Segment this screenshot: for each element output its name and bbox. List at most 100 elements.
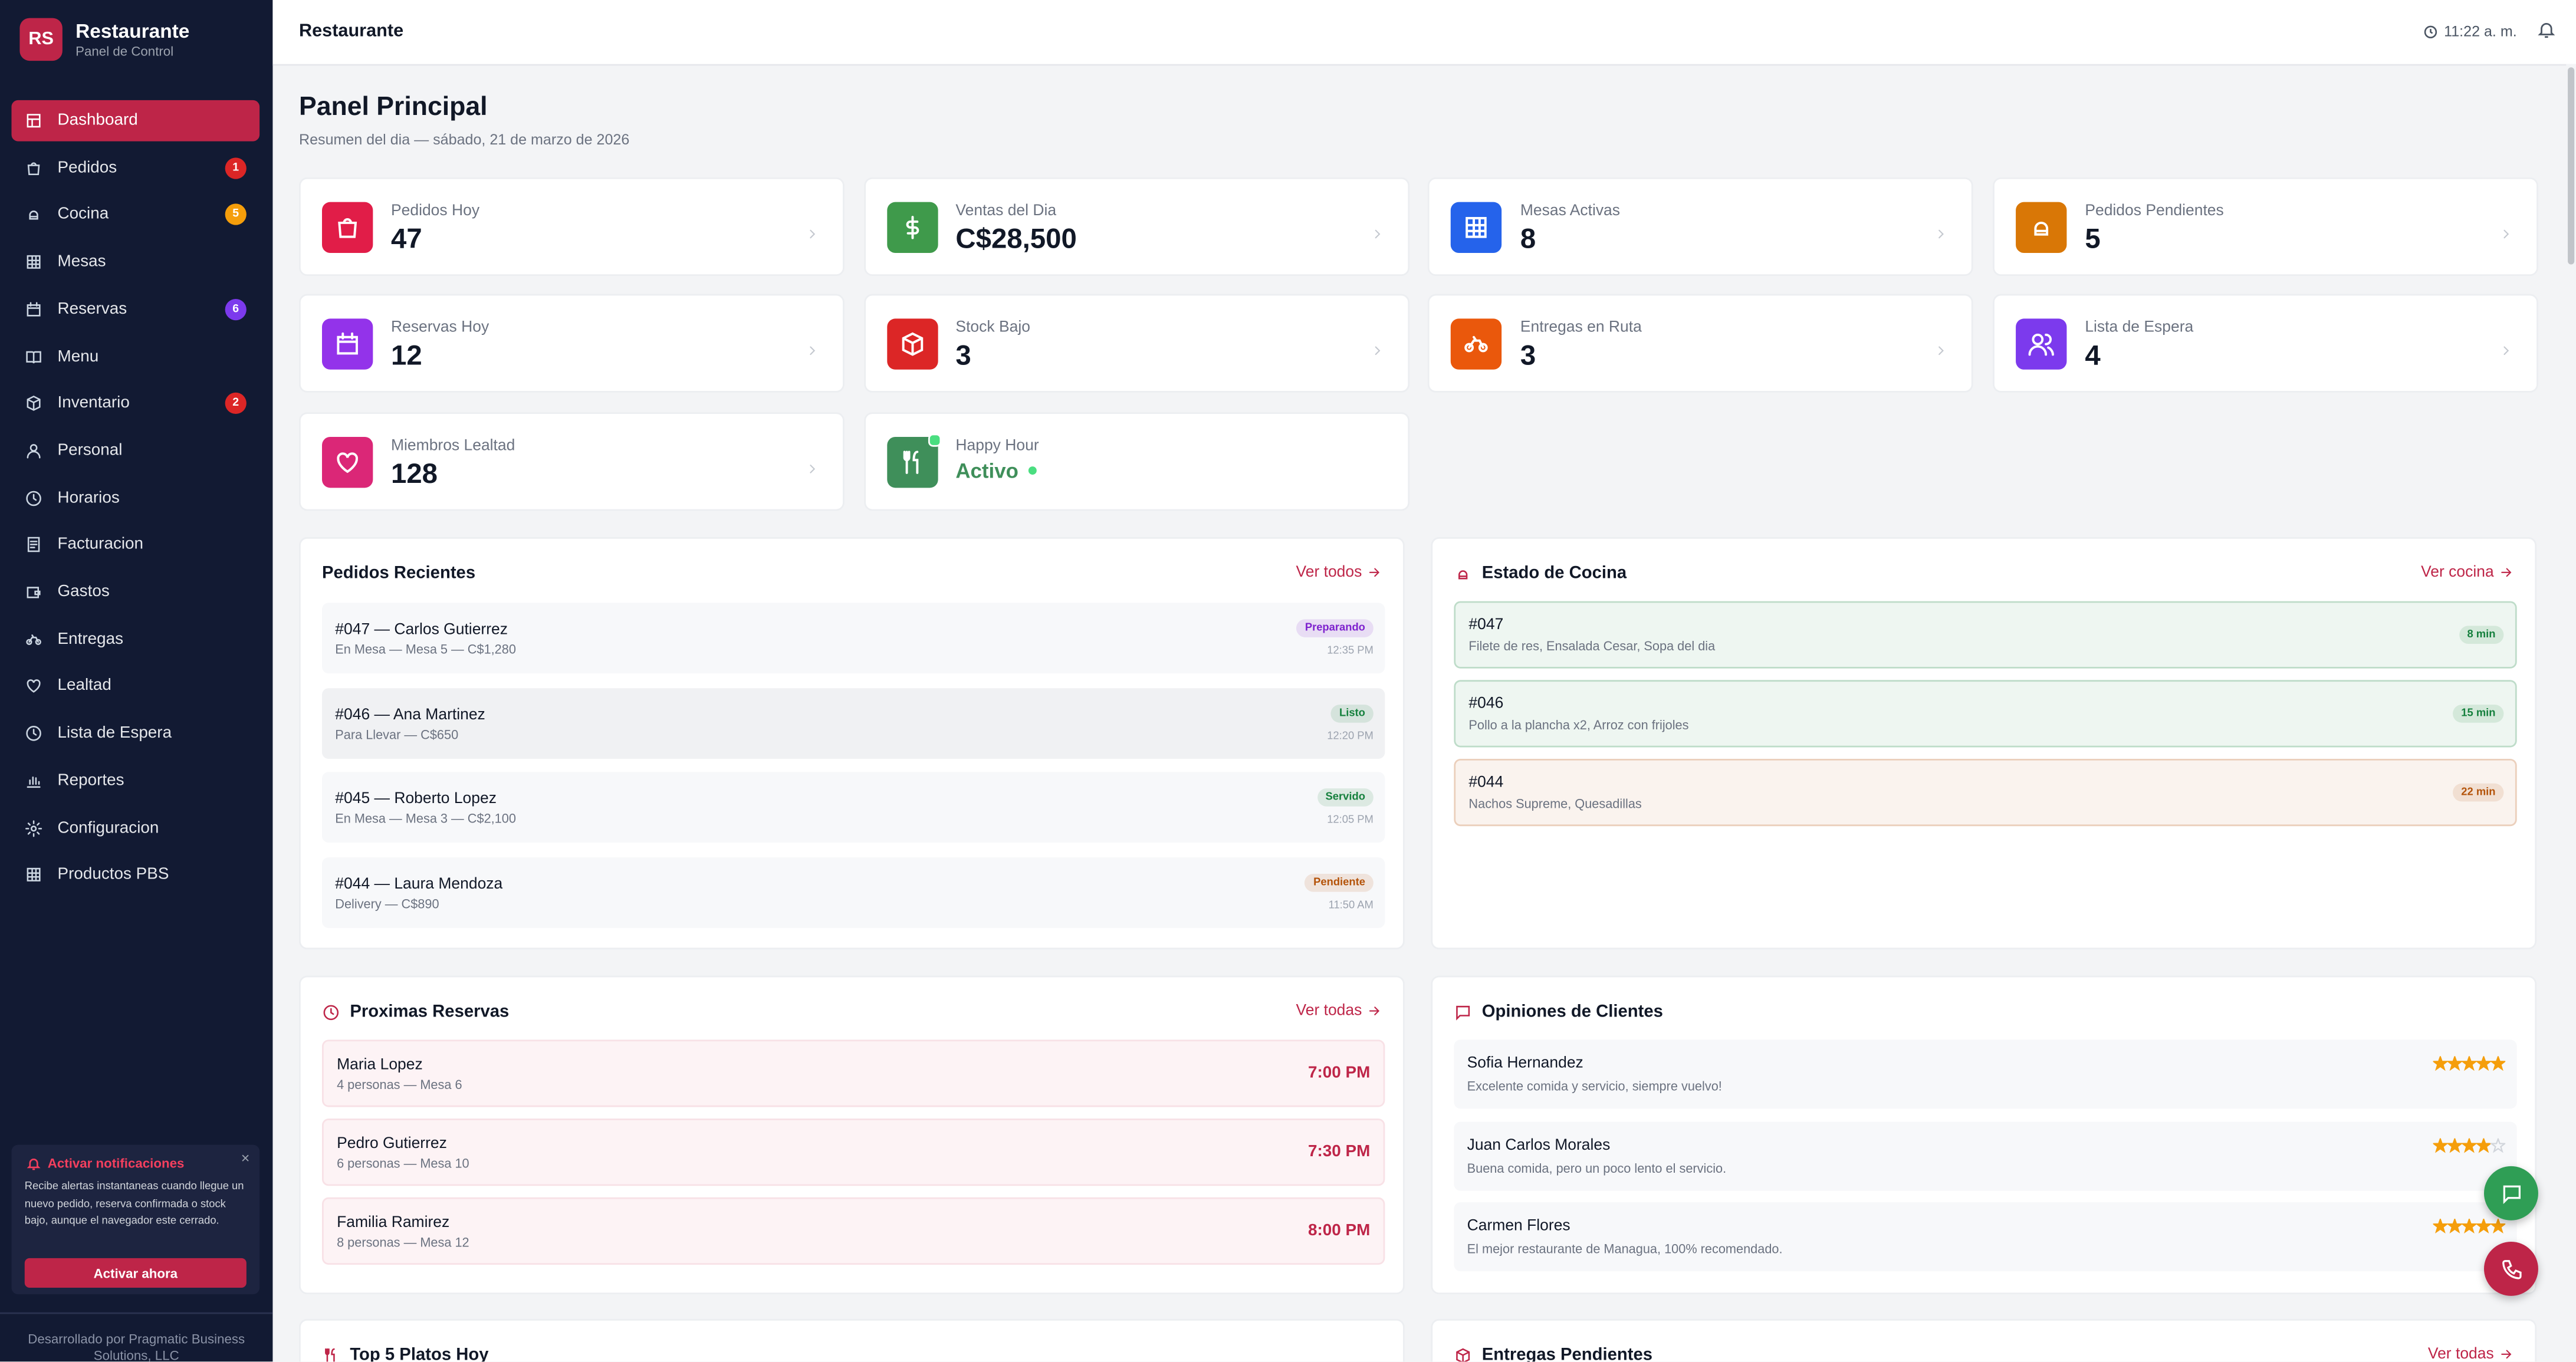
stat-value: 3 [1520, 340, 1536, 372]
order-row[interactable]: #045 — Roberto Lopez En Mesa — Mesa 3 — C… [321, 772, 1385, 843]
stat-value: 12 [390, 340, 422, 372]
stat-card[interactable]: Pedidos Pendientes 5 [1993, 177, 2539, 276]
nav-item[interactable]: Horarios [11, 478, 259, 519]
panel: Proximas Reservas Ver todas Maria Lopez 4 p… [298, 975, 1405, 1295]
nav-label: Productos PBS [57, 866, 169, 884]
close-button[interactable]: × [241, 1149, 250, 1166]
panel-link[interactable]: Ver todos [1296, 563, 1382, 581]
nav-badge: 2 [225, 393, 247, 414]
nav-item[interactable]: Inventario 2 [11, 383, 259, 425]
rating-stars [2433, 1137, 2506, 1153]
nav-item[interactable]: Lealtad [11, 666, 259, 707]
order-row[interactable]: #044 — Laura Mendoza Delivery — C$890 Pend… [321, 856, 1385, 927]
panel-title-text: Opiniones de Clientes [1481, 1002, 1663, 1022]
panel: Pedidos Recientes Ver todos #047 — Carlos … [298, 537, 1405, 950]
call-button[interactable] [2483, 1241, 2538, 1296]
order-time: 12:20 PM [1327, 730, 1374, 742]
nav-item[interactable]: Pedidos 1 [11, 147, 259, 189]
order-title: #045 — Roberto Lopez [335, 789, 497, 808]
stat-card[interactable]: Pedidos Hoy 47 [298, 177, 845, 276]
stat-glyph [337, 452, 358, 473]
nav-item[interactable]: Cocina 5 [11, 195, 259, 236]
order-detail: Delivery — C$890 [335, 896, 439, 911]
kitchen-row[interactable]: #046 Pollo a la plancha x2, Arroz con fri… [1454, 679, 2517, 747]
nav-item[interactable]: Gastos [11, 571, 259, 613]
nav-icon [29, 211, 38, 221]
kitchen-row[interactable]: #044 Nachos Supreme, Quesadillas 22 min [1454, 758, 2517, 826]
stat-label: Mesas Activas [1520, 202, 1621, 221]
stat-icon [886, 319, 938, 370]
nav-item[interactable]: Personal [11, 430, 259, 472]
panel-link[interactable]: Ver todas [1296, 1002, 1382, 1020]
reservation-row[interactable]: Pedro Gutierrez 6 personas — Mesa 10 7:30 … [321, 1118, 1385, 1186]
order-time: 12:05 PM [1327, 814, 1374, 827]
kitchen-time: 15 min [2453, 704, 2504, 723]
star [2460, 1219, 2478, 1234]
panel-title: Top 5 Platos Hoy [322, 1345, 488, 1362]
order-row[interactable]: #047 — Carlos Gutierrez En Mesa — Mesa 5 … [321, 603, 1385, 674]
stat-value: 8 [1520, 223, 1536, 255]
stat-card[interactable]: Stock Bajo 3 [863, 294, 1409, 393]
stat-card[interactable]: Ventas del Dia C$28,500 [863, 177, 1409, 276]
nav-item[interactable]: Configuracion [11, 807, 259, 848]
clock-icon [2423, 25, 2437, 38]
nav-item[interactable]: Productos PBS [11, 854, 259, 896]
stat-value: 5 [2085, 223, 2101, 255]
nav-item[interactable]: Menu [11, 336, 259, 377]
stat-glyph [1465, 336, 1489, 353]
review-text: El mejor restaurante de Managua, 100% re… [1467, 1242, 1783, 1257]
stat-card[interactable]: Miembros Lealtad 128 [298, 412, 845, 511]
chevron-icon [810, 347, 816, 356]
nav-item[interactable]: Entregas [11, 619, 259, 660]
stat-label: Stock Bajo [955, 319, 1030, 337]
reservation-row[interactable]: Maria Lopez 4 personas — Mesa 6 7:00 PM [321, 1039, 1385, 1107]
activate-button[interactable]: Activar ahora [24, 1258, 247, 1288]
panel-link-text: Ver todos [1296, 563, 1362, 582]
panel-icon [325, 1347, 335, 1362]
topbar: Restaurante 11:22 a. m. [272, 0, 2576, 66]
notifications-button[interactable] [2536, 19, 2556, 39]
kitchen-row[interactable]: #047 Filete de res, Ensalada Cesar, Sopa … [1454, 601, 2517, 669]
panel-link[interactable]: Ver todas [2428, 1345, 2513, 1361]
nav-item[interactable]: Dashboard [11, 100, 260, 142]
nav-icon [27, 680, 41, 693]
stat-value: Activo [955, 459, 1037, 482]
nav-item[interactable]: Mesas [11, 242, 259, 283]
reservation-row[interactable]: Familia Ramirez 8 personas — Mesa 12 8:00 … [321, 1196, 1385, 1264]
nav-icon [27, 301, 41, 317]
chat-button[interactable] [2483, 1166, 2538, 1220]
reservation-detail: 8 personas — Mesa 12 [337, 1234, 469, 1249]
stat-glyph [337, 333, 358, 356]
star [2489, 1056, 2506, 1071]
stat-glyph [905, 216, 919, 239]
stat-card[interactable]: Entregas en Ruta 3 [1428, 294, 1974, 393]
nav-icon [27, 255, 41, 269]
star [2475, 1056, 2492, 1071]
scroll-thumb[interactable] [2568, 67, 2575, 265]
reservation-name: Pedro Gutierrez [337, 1134, 447, 1153]
stat-icon [321, 319, 373, 370]
nav-item[interactable]: Reservas 6 [11, 289, 259, 330]
stat-label: Miembros Lealtad [390, 436, 515, 455]
stat-card[interactable]: Reservas Hoy 12 [298, 294, 845, 393]
star [2446, 1219, 2463, 1234]
nav-label: Personal [57, 442, 123, 460]
stat-label: Reservas Hoy [390, 319, 489, 337]
panel-icon [1456, 1347, 1470, 1362]
chevron [1369, 337, 1384, 367]
nav-item[interactable]: Reportes [11, 760, 259, 801]
nav-item[interactable]: Lista de Espera [11, 713, 259, 754]
nav-label: Pedidos [57, 159, 117, 177]
brand-subtitle: Panel de Control [75, 44, 174, 60]
stat-card[interactable]: Happy Hour Activo [863, 412, 1409, 511]
order-time: 12:35 PM [1327, 645, 1374, 657]
nav-item[interactable]: Facturacion [11, 524, 259, 565]
stat-card[interactable]: Lista de Espera 4 [1993, 294, 2539, 393]
status-dot [1028, 466, 1037, 475]
nav-icon [27, 443, 41, 459]
order-row[interactable]: #046 — Ana Martinez Para Llevar — C$650 Li… [321, 687, 1385, 758]
stat-card[interactable]: Mesas Activas 8 [1428, 177, 1974, 276]
panel-link[interactable]: Ver cocina [2421, 563, 2513, 581]
review-name: Juan Carlos Morales [1467, 1136, 1611, 1154]
